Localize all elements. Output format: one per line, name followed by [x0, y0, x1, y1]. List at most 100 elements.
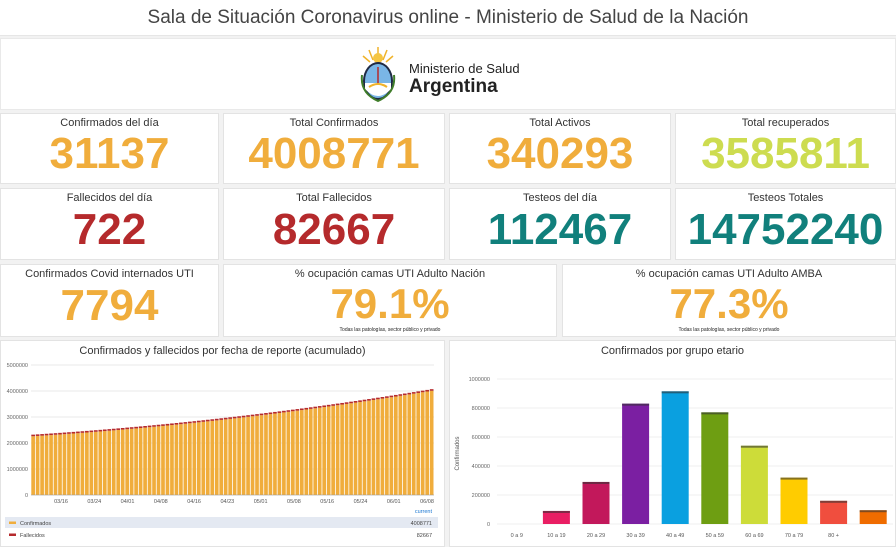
age-group-chart[interactable]: 0 200000 400000 600000 800000 1000000 Confirma… [450, 359, 896, 546]
bar-confirmados [138, 428, 143, 495]
bar-confirmados [273, 413, 277, 495]
bar-confirmados [416, 392, 421, 495]
bar-top-mark [582, 481, 610, 484]
bar-group-9 [859, 510, 887, 524]
bar-fallecidos [152, 425, 156, 427]
bar-confirmados [326, 406, 331, 495]
bar-confirmados [340, 404, 344, 495]
bar-confirmados [76, 433, 80, 495]
x-tick-label: 03/16 [54, 499, 68, 505]
kpi-label: Total Activos [529, 117, 591, 129]
bar-top-mark [622, 403, 650, 406]
bar-confirmados [219, 419, 224, 495]
bar-fallecidos [156, 424, 161, 427]
logo-country-text: Argentina [409, 76, 498, 97]
bar-fallecidos [340, 402, 344, 405]
bar-fallecidos [62, 432, 67, 435]
bar-fallecidos [76, 431, 80, 434]
y-tick-label: 200000 [472, 493, 490, 499]
x-tick-label: 04/08 [154, 499, 168, 505]
bar-fallecidos [367, 399, 371, 401]
bar-fallecidos [205, 419, 210, 422]
bar-fallecidos [411, 392, 416, 394]
bar-fallecidos [299, 408, 304, 411]
bar-confirmados [246, 416, 250, 495]
bar-fallecidos [282, 410, 286, 413]
bar-confirmados [156, 426, 161, 495]
bar-fallecidos [264, 413, 268, 415]
bar-confirmados [308, 408, 313, 495]
bar-40-a-49 [661, 391, 689, 524]
chart-title: Confirmados y fallecidos por fecha de re… [79, 345, 366, 357]
bar-fallecidos [286, 410, 291, 412]
bar-fallecidos [183, 422, 188, 424]
cumulative-chart-panel: Confirmados y fallecidos por fecha de re… [0, 340, 445, 547]
bar-confirmados [264, 414, 268, 495]
bar-fallecidos [210, 419, 215, 421]
bar-confirmados [53, 434, 58, 495]
x-tick-label: 04/23 [220, 499, 234, 505]
bar-confirmados [367, 400, 371, 495]
bar-confirmados [304, 409, 309, 495]
bar-confirmados [62, 434, 67, 495]
bar-confirmados [183, 423, 188, 495]
y-tick-label: 1000000 [7, 467, 28, 473]
bar-confirmados [129, 428, 134, 495]
bar-confirmados [380, 398, 385, 495]
bar-fallecidos [165, 423, 170, 426]
bar-60-a-69 [740, 445, 768, 524]
bar-fallecidos [129, 427, 134, 429]
bar-confirmados [255, 415, 259, 495]
x-tick-label: 0 a 9 [511, 533, 523, 539]
bar-confirmados [344, 403, 349, 495]
bar-fallecidos [196, 420, 201, 423]
bar-confirmados [98, 431, 103, 495]
bar-confirmados [259, 415, 264, 495]
bar-fallecidos [147, 425, 152, 428]
bar-fallecidos [394, 394, 398, 397]
x-tick-label: 10 a 19 [547, 533, 565, 539]
bar-fallecidos [179, 422, 183, 425]
kpi-total-confirmados: Total Confirmados 4008771 [223, 113, 445, 184]
bar-confirmados [241, 417, 246, 495]
bar-fallecidos [174, 423, 179, 425]
x-tick-label: 04/16 [187, 499, 201, 505]
bar-confirmados [125, 429, 130, 495]
age-chart-panel: Confirmados por grupo etario 0 200000 4000… [449, 340, 896, 547]
bar-confirmados [411, 393, 416, 495]
bar-fallecidos [102, 429, 107, 432]
bar-confirmados [282, 412, 286, 495]
bar-confirmados [295, 410, 300, 495]
bar-fallecidos [362, 399, 367, 402]
bar-confirmados [89, 432, 94, 495]
bar-fallecidos [308, 407, 313, 409]
bar-fallecidos [44, 433, 49, 436]
bar-confirmados [134, 428, 138, 495]
bar-confirmados [93, 431, 98, 495]
bar-fallecidos [385, 396, 389, 398]
bar-fallecidos [223, 417, 228, 420]
kpi-label: Total Confirmados [289, 117, 379, 129]
bar-fallecidos [40, 434, 44, 436]
bar-confirmados [58, 434, 62, 495]
bar-fallecidos [80, 431, 85, 433]
bar-confirmados [214, 420, 219, 495]
bar-confirmados [394, 396, 398, 495]
bar-confirmados [120, 429, 125, 495]
bar-confirmados [299, 410, 304, 495]
bar-confirmados [85, 432, 89, 495]
bar-fallecidos [371, 398, 376, 400]
bar-fallecidos [89, 430, 94, 433]
bar-confirmados [205, 421, 210, 495]
bar-70-a-79 [780, 477, 808, 524]
kpi-value: 77.3% [669, 280, 789, 327]
kpi-ocupacion-amba: % ocupación camas UTI Adulto AMBA 77.3% … [562, 264, 896, 337]
bar-confirmados [362, 401, 367, 495]
bar-confirmados [111, 430, 116, 495]
bar-fallecidos [353, 401, 358, 403]
bar-confirmados [143, 427, 147, 495]
legend-current-value: 82667 [417, 533, 432, 539]
cumulative-chart[interactable]: 0 1000000 2000000 3000000 4000000 5000000 03/1… [1, 359, 446, 546]
bar-confirmados [398, 395, 403, 495]
x-tick-label: 60 a 69 [745, 533, 763, 539]
